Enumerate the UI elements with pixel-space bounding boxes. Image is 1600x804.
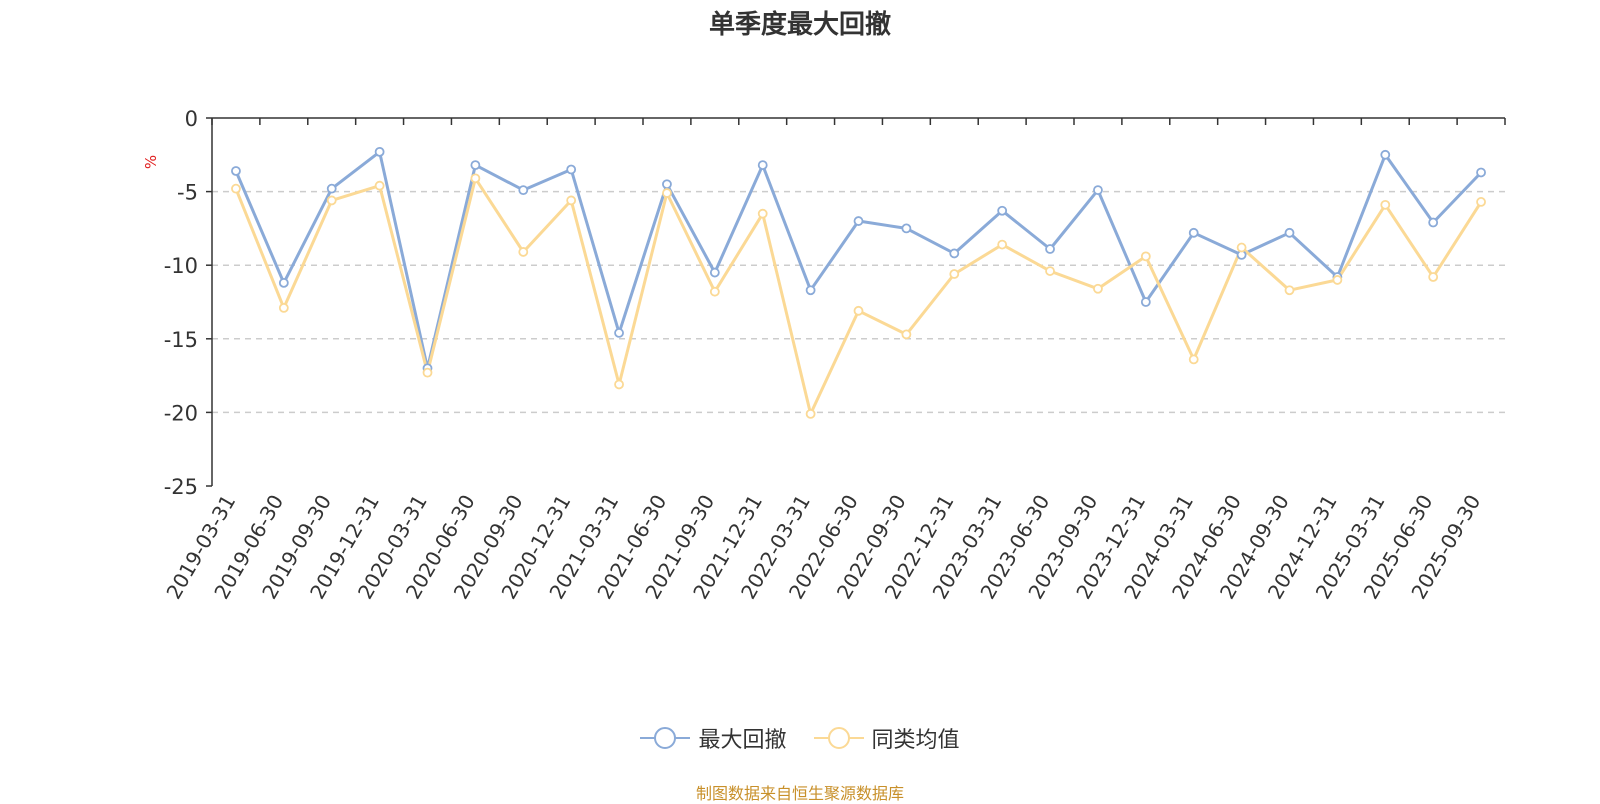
data-point-series-0: [231, 166, 241, 176]
y-tick-label: -20: [164, 401, 198, 425]
data-point-series-0: [949, 248, 960, 259]
y-tick-label: 0: [185, 107, 198, 131]
y-tick-label: -25: [164, 475, 198, 499]
data-point-series-1: [1140, 251, 1151, 262]
data-point-series-1: [470, 173, 481, 184]
data-point-series-1: [997, 239, 1008, 250]
data-point-series-1: [1093, 283, 1103, 294]
y-tick-label: -15: [164, 328, 198, 352]
data-point-series-1: [614, 379, 624, 390]
legend-dot: [827, 727, 850, 749]
data-point-series-1: [374, 180, 385, 191]
data-point-series-0: [1093, 185, 1103, 196]
data-point-series-1: [1236, 242, 1247, 253]
data-point-series-0: [470, 160, 481, 171]
data-point-series-1: [422, 367, 433, 378]
data-point-series-0: [1428, 217, 1439, 228]
data-point-series-1: [709, 286, 720, 297]
data-point-series-1: [1476, 197, 1486, 207]
legend: 最大回撤 同类均值: [0, 722, 1600, 756]
data-point-series-1: [1380, 199, 1391, 210]
data-point-series-1: [949, 269, 960, 279]
data-point-series-1: [518, 247, 529, 257]
y-tick-label: -10: [164, 254, 198, 278]
legend-dot: [654, 727, 677, 749]
data-point-series-1: [901, 329, 912, 340]
data-point-series-0: [1188, 227, 1199, 238]
data-point-series-0: [1284, 227, 1295, 238]
data-point-series-0: [1380, 149, 1391, 160]
chart-title: 单季度最大回撤: [708, 10, 891, 40]
data-point-series-1: [1188, 354, 1199, 365]
data-point-series-0: [614, 328, 624, 338]
data-point-series-0: [1140, 297, 1151, 307]
data-point-series-0: [278, 277, 289, 288]
data-point-series-0: [662, 179, 672, 190]
data-point-series-1: [566, 195, 577, 206]
data-point-series-0: [1045, 244, 1055, 254]
legend-label-peer-average: 同类均值: [871, 728, 960, 753]
data-point-series-0: [1476, 167, 1486, 178]
data-point-series-1: [1332, 275, 1343, 285]
data-point-series-0: [566, 164, 577, 175]
series-line-0: [234, 150, 1483, 370]
data-point-series-0: [709, 267, 720, 278]
series-layer: [231, 146, 1486, 419]
series-line-1: [234, 176, 1483, 416]
y-tick-label: -5: [177, 181, 198, 205]
y-axis-label: %: [142, 155, 160, 169]
data-point-series-1: [278, 302, 289, 313]
data-point-series-0: [757, 160, 768, 171]
legend-swatch-max-drawdown: [640, 726, 691, 750]
data-point-series-1: [1428, 272, 1439, 282]
data-point-series-0: [326, 183, 337, 194]
data-point-series-1: [805, 408, 816, 419]
legend-item-peer-average[interactable]: 同类均值: [813, 722, 960, 754]
data-point-series-0: [901, 223, 912, 234]
legend-item-max-drawdown[interactable]: 最大回撤: [640, 722, 787, 754]
data-point-series-0: [374, 146, 385, 157]
data-point-series-0: [853, 216, 864, 226]
data-point-series-1: [757, 208, 768, 219]
legend-label-max-drawdown: 最大回撤: [698, 728, 787, 753]
axis-layer: 0-5-10-15-20-25%2019-03-312019-06-302019…: [142, 107, 1506, 603]
source-note: 制图数据来自恒生聚源数据库: [695, 784, 904, 803]
data-point-series-1: [231, 183, 241, 194]
data-point-series-1: [326, 195, 337, 206]
data-point-series-1: [1045, 266, 1055, 276]
data-point-series-1: [1284, 285, 1295, 296]
data-point-series-0: [518, 185, 529, 196]
data-point-series-1: [662, 188, 672, 198]
data-point-series-0: [997, 205, 1008, 216]
data-point-series-1: [853, 305, 864, 316]
legend-swatch-peer-average: [813, 726, 864, 750]
data-point-series-0: [805, 285, 816, 296]
